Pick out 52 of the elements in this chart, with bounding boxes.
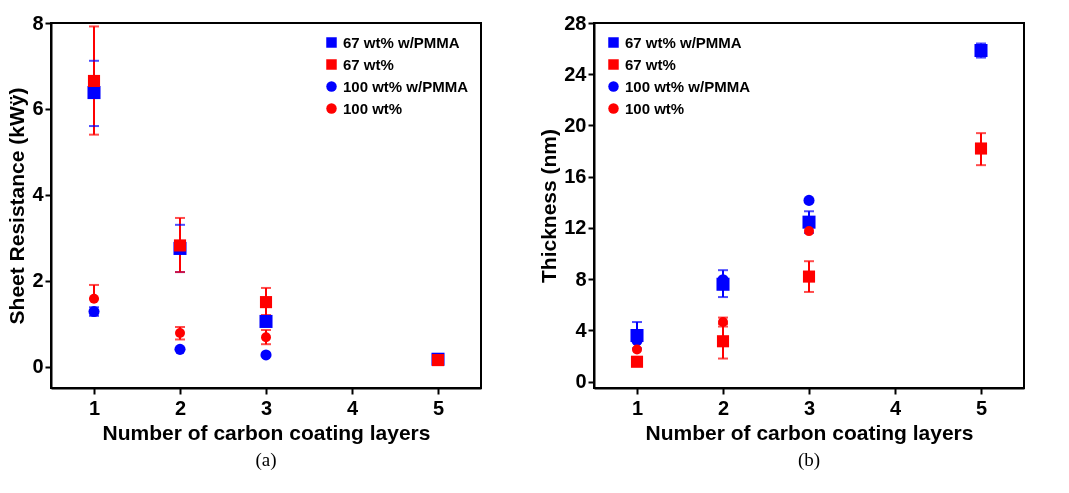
legend-label: 67 wt% w/PMMA [625,33,742,51]
legend-label: 100 wt% w/PMMA [343,77,469,95]
x-tick-label: 1 [88,396,101,419]
point [803,194,815,206]
point [259,314,273,328]
y-tick-label: 20 [564,113,587,136]
x-tick-label: 4 [346,396,359,419]
x-axis-title: Number of carbon coating layers [102,420,431,444]
point [87,86,101,100]
x-tick-label: 5 [975,396,988,419]
text: (a) [255,449,277,471]
y-axis-title: Thickness (nm) [537,128,561,284]
point [974,142,988,155]
text: (b) [797,449,821,471]
y-tick-label: 12 [564,216,587,239]
point [174,343,186,355]
x-tick-label: 5 [432,396,445,419]
point [804,226,814,237]
y-tick-label: 0 [575,370,587,393]
x-tick-label: 4 [889,396,902,419]
x-axis-title: Number of carbon coating layers [645,420,974,444]
point [89,293,99,304]
legend-label: 67 wt% [343,55,394,73]
point [259,296,273,309]
point [87,74,101,88]
y-axis-title: Sheet Resistance (kWÿ) [5,87,29,325]
point [802,270,816,283]
legend-label: 67 wt% w/PMMA [343,33,460,51]
y-tick-label: 28 [564,11,587,34]
y-tick-label: 4 [575,318,588,341]
y-tick-label: 2 [32,269,44,292]
y-tick-label: 0 [32,355,44,378]
y-tick-label: 6 [32,97,44,120]
x-tick-label: 1 [631,396,644,419]
legend-label: 100 wt% [625,99,685,117]
x-tick-label: 2 [717,396,730,419]
y-tick-label: 8 [575,267,587,290]
y-tick-label: 16 [564,165,587,188]
x-tick-label: 2 [174,396,187,419]
point [260,349,272,361]
legend-label: 100 wt% [343,99,403,117]
y-tick-label: 24 [564,62,588,85]
point [802,215,816,229]
x-tick-label: 3 [260,396,273,419]
legend-label: 100 wt% w/PMMA [625,77,751,95]
y-tick-label: 8 [32,11,44,34]
point [630,355,644,368]
point [632,344,642,355]
point [716,335,730,348]
legend-label: 67 wt% [625,55,676,73]
y-tick-label: 4 [32,183,45,206]
x-tick-label: 3 [803,396,816,419]
